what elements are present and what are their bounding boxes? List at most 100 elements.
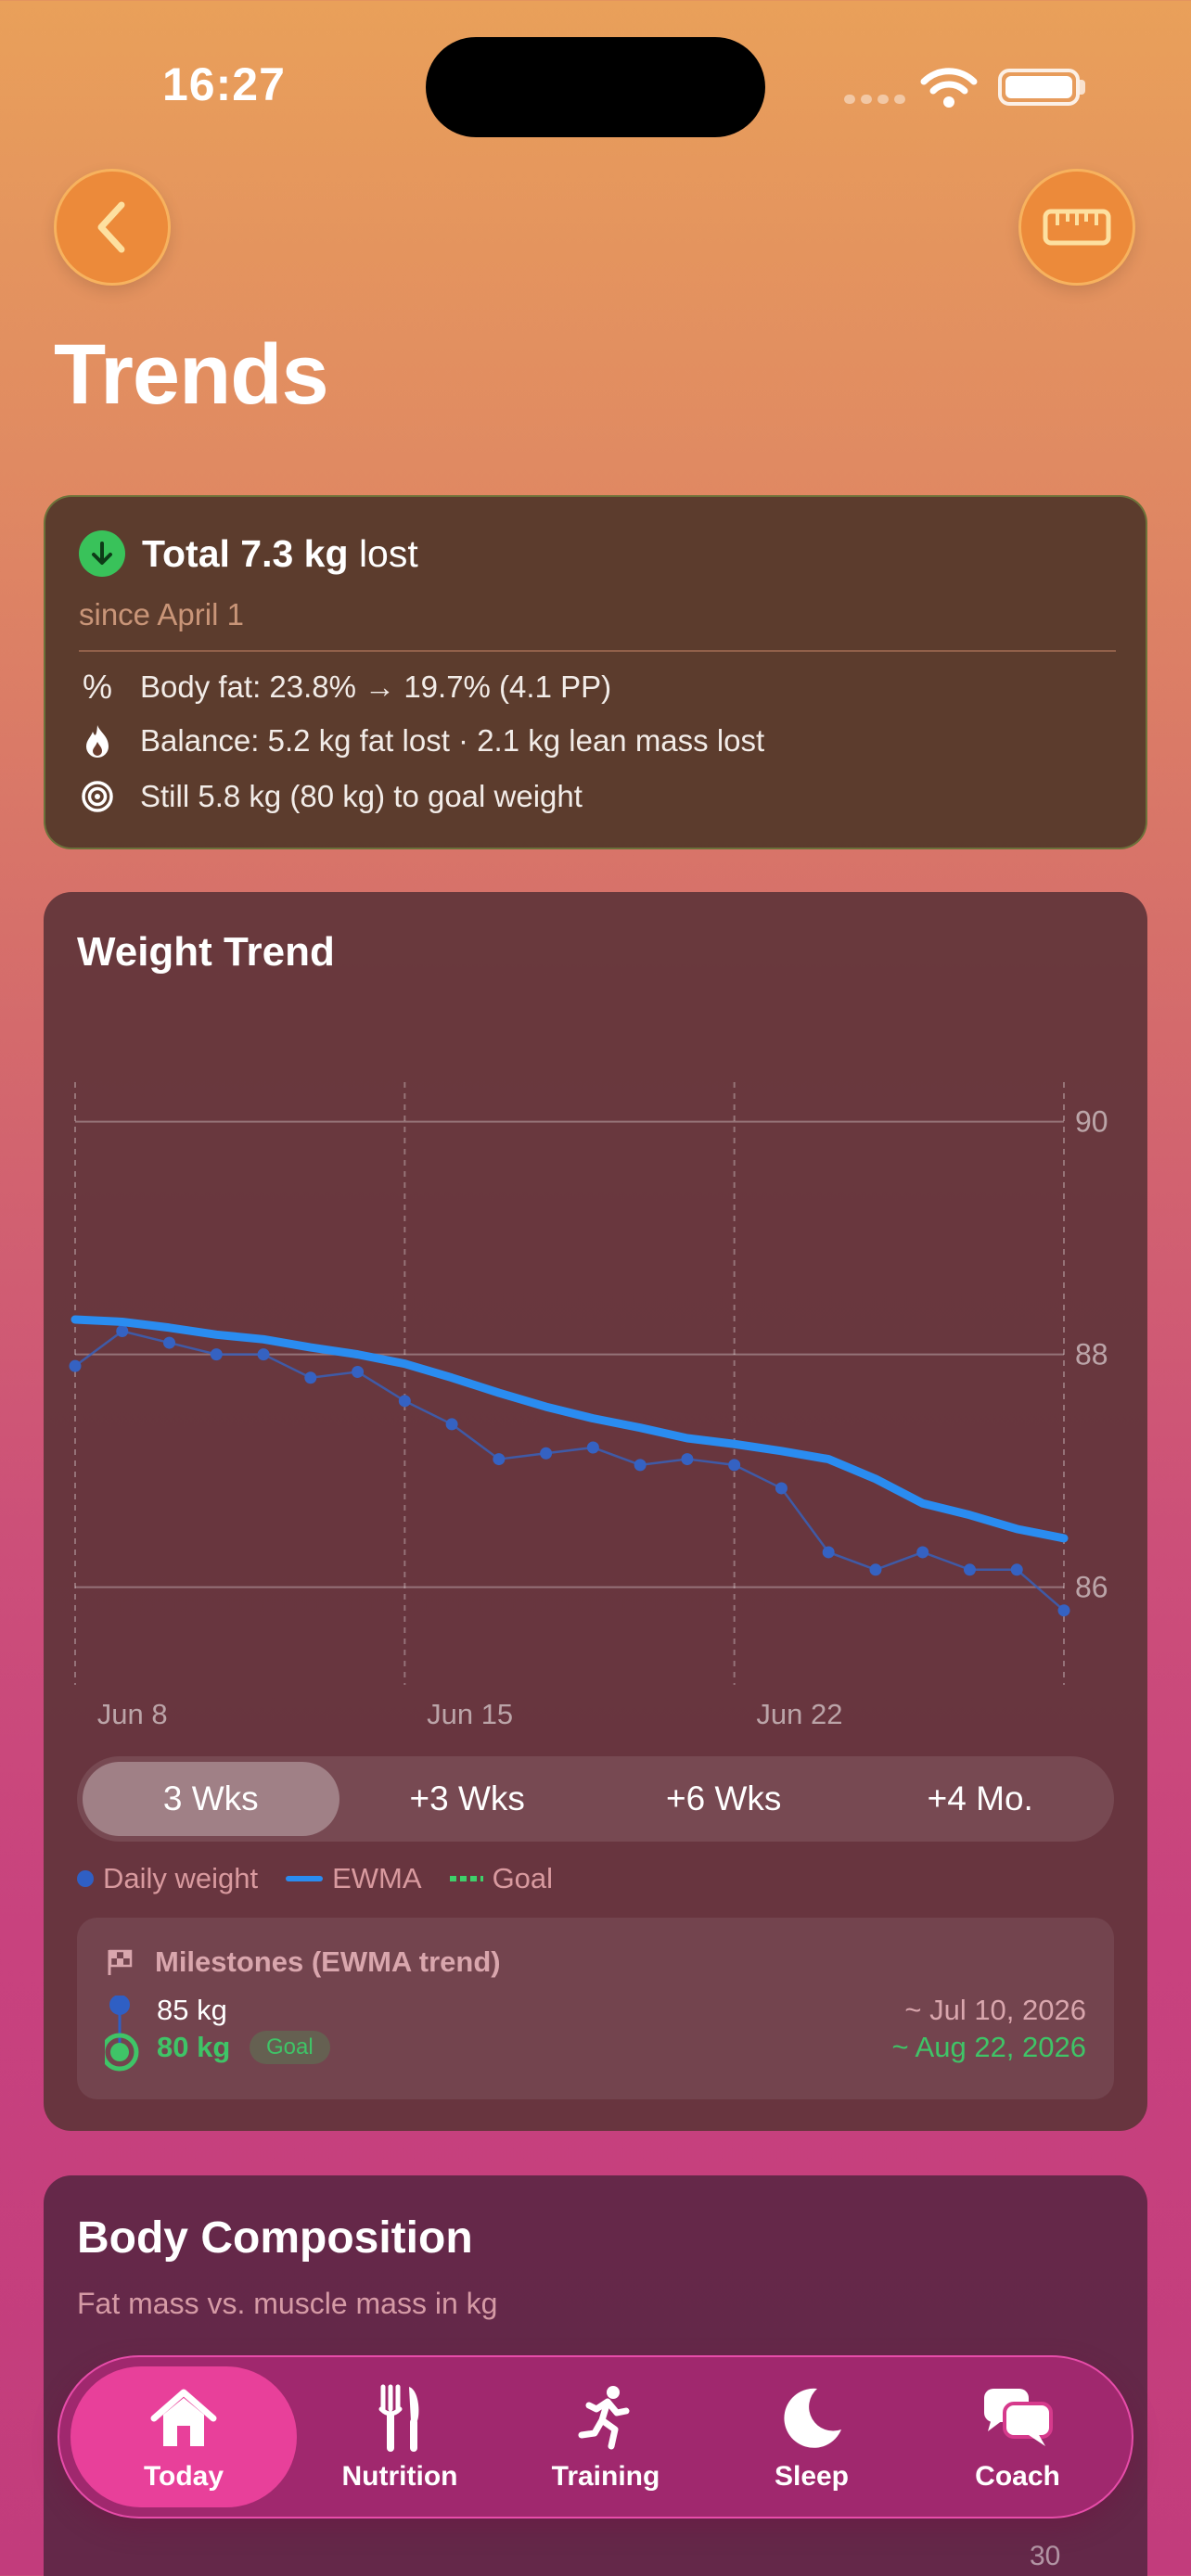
tab-label: Sleep — [774, 2461, 850, 2492]
body-composition-subtitle: Fat mass vs. muscle mass in kg — [77, 2287, 498, 2320]
percent-icon: % — [82, 668, 112, 706]
daily-weight-point — [163, 1336, 176, 1349]
chart-legend: Daily weight EWMA Goal — [77, 1862, 553, 1895]
milestone-row-goal: 80 kg Goal ~ Aug 22, 2026 — [105, 2031, 1086, 2064]
fork-knife-icon — [378, 2384, 419, 2452]
tab-nutrition[interactable]: Nutrition — [297, 2366, 503, 2507]
tab-coach[interactable]: Coach — [915, 2366, 1121, 2507]
milestone-value: 80 kg — [157, 2031, 231, 2063]
house-icon — [150, 2389, 217, 2446]
y-tick-label: 90 — [1075, 1105, 1108, 1139]
range-3-weeks[interactable]: 3 Wks — [83, 1762, 339, 1836]
daily-weight-point — [822, 1546, 835, 1559]
legend-ewma: EWMA — [286, 1862, 422, 1895]
milestones-title: Milestones (EWMA trend) — [155, 1945, 501, 1978]
legend-label: Daily weight — [103, 1862, 259, 1894]
milestone-track — [105, 1996, 139, 2072]
range-plus-3-weeks[interactable]: +3 Wks — [409, 1779, 525, 1817]
cellular-signal-icon — [844, 95, 907, 106]
summary-title: Total 7.3 kg lost — [142, 532, 418, 576]
milestone-dot-icon — [109, 1996, 130, 2015]
tab-today[interactable]: Today — [70, 2366, 297, 2507]
dynamic-island — [426, 37, 765, 137]
body-fat-row: % Body fat: 23.8% → 19.7% (4.1 PP) — [79, 668, 611, 707]
goal-remaining-row: Still 5.8 kg (80 kg) to goal weight — [79, 779, 583, 814]
summary-total: Total 7.3 kg — [142, 531, 349, 575]
daily-weight-point — [916, 1546, 929, 1559]
daily-weight-point — [869, 1563, 882, 1576]
running-figure-icon — [578, 2386, 630, 2450]
y-tick-label: 86 — [1075, 1571, 1108, 1604]
chat-bubbles-icon — [984, 2389, 1053, 2446]
legend-goal: Goal — [449, 1862, 553, 1895]
tab-label: Coach — [975, 2461, 1060, 2492]
balance-text: Balance: 5.2 kg fat lost · 2.1 kg lean m… — [140, 723, 765, 758]
x-tick-label: Jun 8 — [97, 1698, 168, 1730]
range-plus-6-weeks[interactable]: +6 Wks — [666, 1779, 782, 1817]
target-icon — [79, 780, 116, 813]
daily-weight-point — [116, 1325, 129, 1338]
body-fat-text: Body fat: 23.8% → 19.7% (4.1 PP) — [140, 670, 612, 704]
daily-weight-point — [1057, 1604, 1070, 1617]
wifi-icon — [920, 68, 978, 108]
weight-loss-summary-card: Total 7.3 kg lost since April 1 % Body f… — [44, 495, 1147, 849]
daily-weight-point — [963, 1563, 976, 1576]
weight-trend-chart[interactable]: 90 88 86 Jun 8 Jun 15 Jun 22 — [44, 892, 1147, 1745]
status-time: 16:27 — [162, 58, 286, 110]
measurements-button[interactable] — [1018, 169, 1135, 286]
battery-icon — [998, 69, 1080, 106]
summary-since: since April 1 — [79, 597, 244, 631]
weight-trend-card: Weight Trend 90 88 86 Jun 8 Jun 15 Jun 22 3 W… — [44, 892, 1147, 2131]
tab-label: Training — [551, 2461, 660, 2492]
goal-target-icon — [105, 2033, 139, 2072]
ruler-icon — [1043, 209, 1111, 246]
checkered-flag-icon — [108, 1949, 133, 1975]
ewma-line — [70, 1315, 1069, 1543]
daily-weight-point — [634, 1459, 647, 1472]
y-tick-label: 88 — [1075, 1338, 1108, 1371]
daily-weight-point — [1010, 1563, 1023, 1576]
weight-trend-title: Weight Trend — [77, 929, 335, 975]
moon-icon — [784, 2388, 841, 2448]
daily-weight-point — [398, 1395, 411, 1408]
legend-daily-weight: Daily weight — [77, 1862, 258, 1895]
daily-weight-point — [257, 1348, 270, 1361]
legend-line-icon — [286, 1876, 324, 1881]
x-tick-label: Jun 22 — [756, 1698, 842, 1730]
goal-remaining-text: Still 5.8 kg (80 kg) to goal weight — [140, 779, 583, 813]
body-composition-axis-tick: 30 — [1030, 2541, 1061, 2571]
daily-weight-point — [445, 1418, 458, 1431]
tab-label: Today — [143, 2461, 224, 2492]
daily-weight-point — [540, 1447, 553, 1460]
daily-weight-point — [69, 1359, 82, 1372]
daily-weight-point — [210, 1348, 223, 1361]
tab-training[interactable]: Training — [503, 2366, 709, 2507]
back-button[interactable] — [54, 169, 171, 286]
chevron-left-icon — [97, 201, 125, 253]
range-plus-4-months[interactable]: +4 Mo. — [927, 1779, 1033, 1817]
flame-icon — [79, 723, 116, 759]
summary-header: Total 7.3 kg lost — [79, 530, 418, 577]
milestone-row: 85 kg ~ Jul 10, 2026 — [105, 1994, 1086, 2027]
tab-label: Nutrition — [341, 2461, 458, 2492]
milestone-value: 85 kg — [157, 1994, 227, 2026]
daily-weight-line — [74, 1330, 1065, 1612]
x-tick-label: Jun 15 — [427, 1698, 513, 1730]
milestones-panel: Milestones (EWMA trend) 85 kg ~ Jul 10, … — [77, 1918, 1114, 2099]
tab-sleep[interactable]: Sleep — [709, 2366, 915, 2507]
summary-total-suffix: lost — [358, 531, 418, 575]
body-composition-title: Body Composition — [77, 2213, 473, 2263]
tab-bar: Today Nutrition Training Sleep Coach — [58, 2355, 1133, 2519]
milestones-header: Milestones (EWMA trend) — [105, 1945, 501, 1979]
daily-weight-point — [728, 1459, 741, 1472]
milestone-date: ~ Jul 10, 2026 — [904, 1994, 1086, 2026]
daily-weight-point — [775, 1482, 788, 1495]
legend-dot-icon — [77, 1870, 94, 1887]
range-selector: 3 Wks +3 Wks +6 Wks +4 Mo. — [77, 1756, 1114, 1842]
daily-weight-point — [586, 1441, 599, 1454]
daily-weight-point — [681, 1453, 694, 1466]
divider — [79, 650, 1116, 652]
balance-row: Balance: 5.2 kg fat lost · 2.1 kg lean m… — [79, 723, 764, 759]
daily-weight-point — [352, 1365, 365, 1378]
legend-label: EWMA — [332, 1862, 422, 1894]
